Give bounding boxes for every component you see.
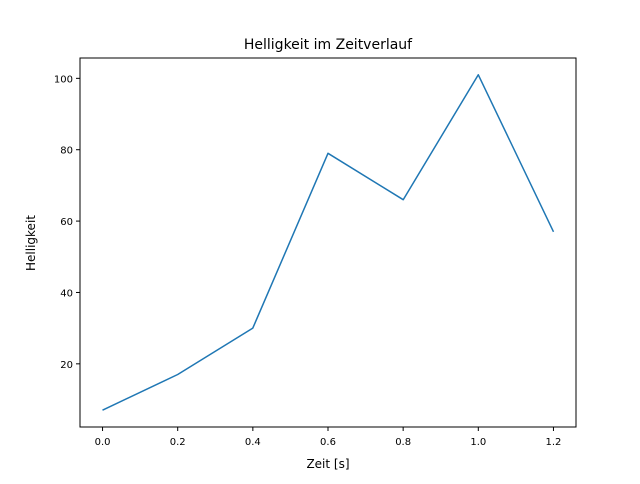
x-axis-label: Zeit [s] xyxy=(306,457,349,471)
x-tick-label: 0.4 xyxy=(245,437,261,448)
x-tick-label: 1.0 xyxy=(470,437,486,448)
chart-title: Helligkeit im Zeitverlauf xyxy=(244,37,413,53)
y-tick-label: 100 xyxy=(54,74,73,85)
x-tick-label: 0.8 xyxy=(395,437,411,448)
y-tick-label: 20 xyxy=(60,360,73,371)
y-tick-label: 60 xyxy=(60,217,73,228)
y-tick-label: 80 xyxy=(60,146,73,157)
plot-frame xyxy=(79,57,577,428)
x-tick-label: 0.6 xyxy=(320,437,336,448)
y-axis-label: Helligkeit xyxy=(24,215,38,271)
x-tick-label: 1.2 xyxy=(546,437,562,448)
y-tick-label: 40 xyxy=(60,288,73,299)
x-tick-label: 0.0 xyxy=(95,437,111,448)
series-line xyxy=(102,74,555,411)
x-tick-label: 0.2 xyxy=(170,437,186,448)
